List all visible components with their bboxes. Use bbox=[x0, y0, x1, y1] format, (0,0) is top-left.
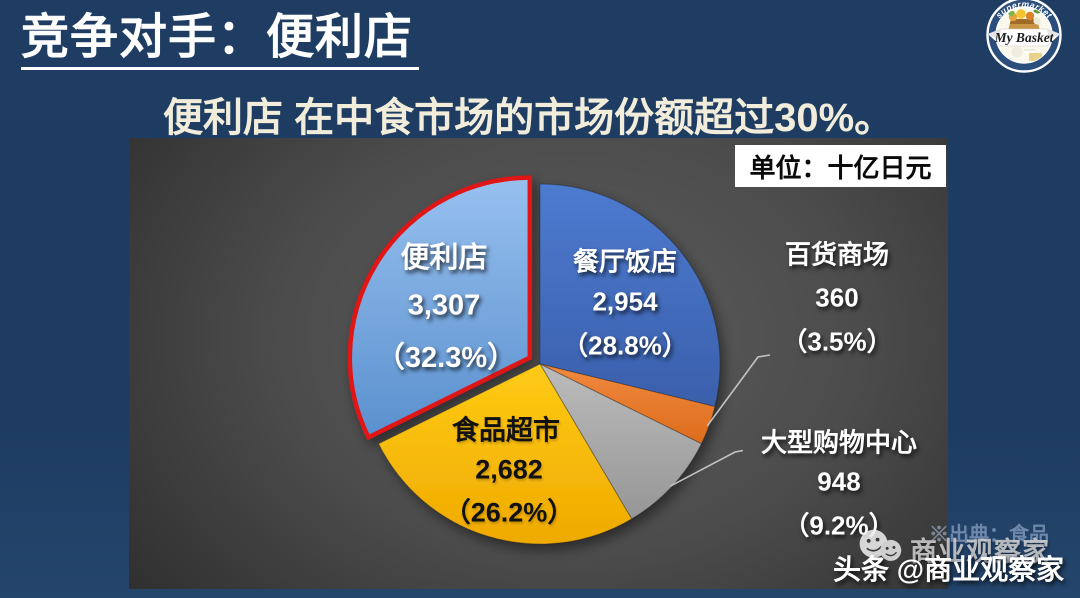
slice-label-department-store: 百货商场 bbox=[784, 239, 890, 270]
slice-pct-department-store: （3.5%） bbox=[781, 326, 893, 357]
slide-subtitle: 便利店 在中食市场的市场份额超过30%。 bbox=[163, 96, 895, 140]
slice-pct-restaurant: （28.8%） bbox=[562, 330, 688, 361]
slice-pct-food-supermarket: （26.2%） bbox=[443, 497, 575, 528]
slice-pct-convenience-store: （32.3%） bbox=[375, 342, 517, 374]
chart-panel: 单位：十亿日元 便利店 3,307 （32.3%） 餐厅饭店 2,954 （28… bbox=[129, 138, 948, 589]
slice-label-restaurant: 餐厅饭店 bbox=[572, 246, 678, 277]
logo-name-text: My Basket bbox=[994, 30, 1055, 45]
source-note: ※出典：食品 bbox=[929, 524, 1049, 546]
slice-value-shopping-mall: 948 bbox=[817, 466, 861, 497]
supermarket-logo: supermarket My Basket bbox=[986, 0, 1062, 73]
wechat-smiley-icon bbox=[859, 529, 902, 561]
pie-slice-food-supermarket bbox=[377, 363, 633, 545]
pie-slice-restaurant bbox=[539, 183, 721, 408]
slice-value-department-store: 360 bbox=[815, 282, 859, 313]
page-title: 竞争对手：便利店 bbox=[21, 11, 414, 64]
toutiao-watermark-text: 头条 @商业观察家 bbox=[833, 554, 1065, 585]
wechat-watermark-text: 商业观察家 bbox=[910, 537, 1050, 567]
slice-label-food-supermarket: 食品超市 bbox=[452, 415, 560, 446]
slice-label-convenience-store: 便利店 bbox=[400, 242, 488, 274]
slice-label-shopping-mall: 大型购物中心 bbox=[760, 427, 918, 458]
pie-chart bbox=[347, 175, 771, 545]
pie-slice-convenience-store bbox=[347, 175, 533, 441]
title-underline bbox=[21, 67, 419, 70]
unit-label-box: 单位：十亿日元 bbox=[735, 145, 946, 187]
leader-line-shopping-mall bbox=[670, 449, 744, 487]
logo-banner bbox=[987, 28, 1061, 47]
slice-value-food-supermarket: 2,682 bbox=[475, 454, 543, 485]
slice-value-restaurant: 2,954 bbox=[592, 286, 658, 317]
pie-slice-shopping-mall bbox=[538, 362, 703, 520]
unit-label: 单位：十亿日元 bbox=[749, 152, 932, 183]
leader-line-department-store bbox=[706, 354, 771, 427]
slice-value-convenience-store: 3,307 bbox=[407, 289, 481, 322]
